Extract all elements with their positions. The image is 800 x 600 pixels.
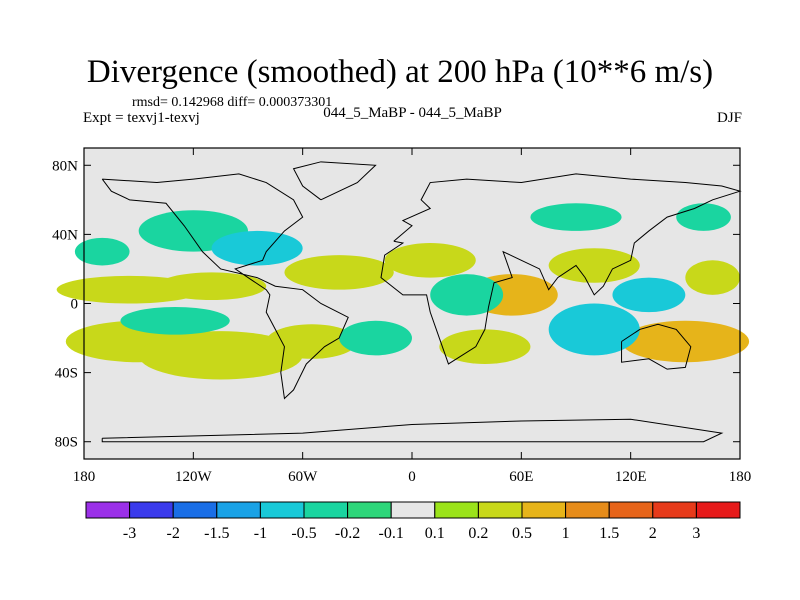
- colorbar-label: 0.5: [512, 525, 532, 542]
- contour-region: [439, 329, 531, 364]
- colorbar: -3 -2 -1.5 -1 -0.5 -0.2 -0.1 0.1 0.2 0.5 1 1.5 2 3: [85, 501, 741, 542]
- colorbar-swatch: [608, 501, 654, 519]
- colorbar-label: 0.2: [468, 525, 488, 542]
- cases-label: 044_5_MaBP - 044_5_MaBP: [323, 105, 502, 121]
- colorbar-label: 1: [562, 525, 570, 542]
- coastline-segment: [292, 161, 377, 201]
- coastlines: [101, 161, 742, 443]
- contour-region: [74, 237, 130, 266]
- y-axis: 80N 40N 0 40S 80S: [52, 158, 740, 451]
- colorbar-swatch: [521, 501, 567, 519]
- colorbar-swatch: [390, 501, 436, 519]
- experiment-label: Expt = texvj1-texvj: [83, 110, 200, 126]
- coastline-segment: [380, 173, 742, 365]
- contour-region: [339, 320, 412, 356]
- x-tick-label: 60W: [288, 469, 318, 485]
- colorbar-label: 3: [692, 525, 700, 542]
- contour-region: [120, 306, 230, 335]
- colorbar-label: 1.5: [599, 525, 619, 542]
- contour-region: [156, 272, 267, 301]
- map-area: [56, 147, 750, 460]
- colorbar-swatch: [216, 501, 261, 519]
- coastline-segment: [101, 173, 349, 400]
- colorbar-swatch: [695, 501, 741, 519]
- colorbar-label: -2: [167, 525, 180, 542]
- colorbar-swatch: [477, 501, 523, 519]
- coastline-segment: [621, 323, 692, 370]
- colorbar-swatch: [129, 501, 174, 519]
- x-tick-label: 120E: [615, 469, 647, 485]
- colorbar-swatch: [347, 501, 392, 519]
- coastline-segment: [101, 418, 724, 443]
- colorbar-label: -0.1: [379, 525, 404, 542]
- colorbar-label: -0.5: [291, 525, 316, 542]
- y-tick-label: 0: [71, 297, 79, 313]
- colorbar-label: 0.1: [425, 525, 445, 542]
- x-tick-label: 180: [73, 469, 96, 485]
- contour-region: [621, 320, 750, 363]
- rmsd-text: rmsd= 0.142968 diff= 0.000373301: [132, 95, 333, 110]
- colorbar-label: 2: [649, 525, 657, 542]
- colorbar-label: -3: [123, 525, 136, 542]
- contour-region: [685, 260, 741, 295]
- contour-region: [266, 324, 358, 359]
- colorbar-swatch: [434, 501, 479, 519]
- colorbar-swatch: [303, 501, 349, 519]
- contour-region: [211, 230, 303, 266]
- contour-region: [612, 277, 686, 313]
- y-tick-label: 80S: [55, 435, 78, 451]
- colorbar-label: -0.2: [335, 525, 360, 542]
- colorbar-swatch: [85, 501, 131, 519]
- contour-region: [284, 255, 394, 290]
- contour-region: [430, 274, 504, 316]
- contour-region: [548, 303, 640, 356]
- chart-title: Divergence (smoothed) at 200 hPa (10**6 …: [86, 54, 714, 90]
- y-tick-label: 80N: [52, 158, 78, 174]
- colorbar-swatch: [565, 501, 610, 519]
- colorbar-swatch: [259, 501, 305, 519]
- colorbar-label: -1.5: [204, 525, 229, 542]
- x-tick-label: 60E: [509, 469, 533, 485]
- colorbar-swatch: [652, 501, 697, 519]
- contour-region: [384, 243, 476, 278]
- colorbar-label: -1: [254, 525, 267, 542]
- contour-region: [530, 203, 622, 231]
- season-label: DJF: [716, 110, 742, 126]
- x-tick-label: 180: [729, 469, 752, 485]
- y-tick-label: 40N: [52, 227, 78, 243]
- x-tick-label: 120W: [175, 469, 213, 485]
- colorbar-swatch: [172, 501, 218, 519]
- contour-region: [138, 331, 303, 380]
- contour-region: [548, 248, 640, 283]
- contour-region: [676, 203, 731, 231]
- x-axis: 180 120W 60W 0 60E 120E 180: [73, 148, 752, 485]
- x-tick-label: 0: [408, 469, 416, 485]
- y-tick-label: 40S: [55, 366, 78, 382]
